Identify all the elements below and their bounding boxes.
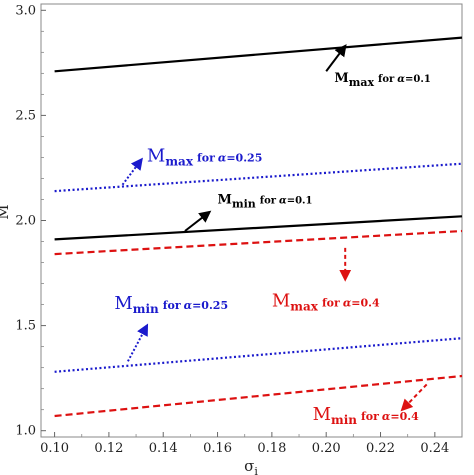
- annotation-label-ann-mmax-025: Mmax for α=0.25: [147, 146, 262, 169]
- x-tick-label: 0.14: [149, 441, 178, 456]
- annotation-arrow-ann-mmin-04: [400, 383, 428, 412]
- annotation-alpha: α: [279, 196, 287, 207]
- x-tick-label: 0.10: [40, 441, 69, 456]
- annotation-main: M: [272, 291, 290, 312]
- annotation-for: for: [322, 297, 340, 310]
- annotation-main: M: [218, 193, 232, 208]
- series-line-mmin-01: [54, 215, 463, 241]
- annotation-for: for: [163, 299, 181, 312]
- annotation-alpha: α: [343, 297, 352, 310]
- series-line-mmax-04: [54, 229, 463, 256]
- annotation-value: =0.25: [226, 152, 262, 165]
- annotation-sub: max: [349, 76, 375, 89]
- ticks-layer: 0.10 0.12 0.14 0.16 0.18 0.20 0.22 0.24 1.0 1.5 2.…: [15, 3, 463, 456]
- annotation-value: =0.25: [192, 299, 228, 312]
- annotation-label-ann-mmin-01: Mmin for α=0.1: [218, 193, 313, 211]
- y-tick-label: 1.0: [15, 424, 36, 439]
- annotation-label-ann-mmax-04: Mmax for α=0.4: [272, 291, 380, 314]
- annotation-for: for: [197, 152, 215, 165]
- annotation-value: =0.1: [287, 196, 313, 207]
- series-line-mmin-04: [54, 374, 463, 418]
- y-tick-label: 2.5: [15, 108, 36, 123]
- series-layer: [54, 36, 463, 418]
- annotation-label-ann-mmax-01: Mmax for α=0.1: [334, 71, 430, 89]
- annotation-arrow-ann-mmin-01: [184, 210, 212, 232]
- annotation-for: for: [260, 196, 277, 207]
- x-axis-title: σi: [244, 457, 258, 475]
- series-line-mmax-025: [54, 162, 463, 193]
- y-axis-title: M: [0, 204, 12, 219]
- x-axis-title-sub: i: [254, 465, 258, 475]
- annotation-alpha: α: [382, 410, 391, 423]
- annotation-alpha: α: [218, 152, 227, 165]
- annotation-alpha: α: [397, 74, 405, 85]
- annotation-main: M: [313, 404, 331, 425]
- x-tick-label: 0.18: [257, 441, 286, 456]
- x-tick-label: 0.12: [94, 441, 123, 456]
- series-line-mmax-01: [54, 36, 463, 73]
- annotation-label-ann-mmin-025: Mmin for α=0.25: [114, 293, 228, 316]
- annotation-main: M: [334, 71, 348, 86]
- annotation-sub: max: [290, 300, 318, 314]
- x-tick-label: 0.20: [312, 441, 341, 456]
- annotation-alpha: α: [184, 299, 193, 312]
- annotation-for: for: [378, 74, 395, 85]
- series-line-mmin-025: [54, 337, 463, 373]
- annotation-sub: max: [165, 155, 193, 169]
- annotation-arrow-ann-mmax-01: [325, 44, 347, 72]
- annotation-arrow-ann-mmin-025: [127, 323, 149, 362]
- x-tick-label: 0.24: [420, 441, 449, 456]
- annotation-label-ann-mmin-04: Mmin for α=0.4: [313, 404, 419, 427]
- y-tick-label: 2.0: [15, 214, 36, 229]
- annotation-sub: min: [331, 413, 357, 427]
- annotation-value: =0.4: [351, 297, 380, 310]
- annotation-sub: min: [133, 302, 159, 316]
- annotation-arrow-ann-mmax-025: [121, 157, 143, 186]
- annotation-value: =0.1: [405, 74, 431, 85]
- x-tick-label: 0.22: [366, 441, 395, 456]
- annotation-main: M: [147, 146, 165, 167]
- annotation-for: for: [361, 410, 379, 423]
- annotation-main: M: [114, 293, 132, 314]
- annotation-value: =0.4: [390, 410, 419, 423]
- x-axis-title-main: σ: [244, 457, 254, 475]
- y-tick-label: 3.0: [15, 3, 36, 18]
- annotation-sub: min: [232, 198, 256, 211]
- y-tick-label: 1.5: [15, 319, 36, 334]
- x-tick-label: 0.16: [203, 441, 232, 456]
